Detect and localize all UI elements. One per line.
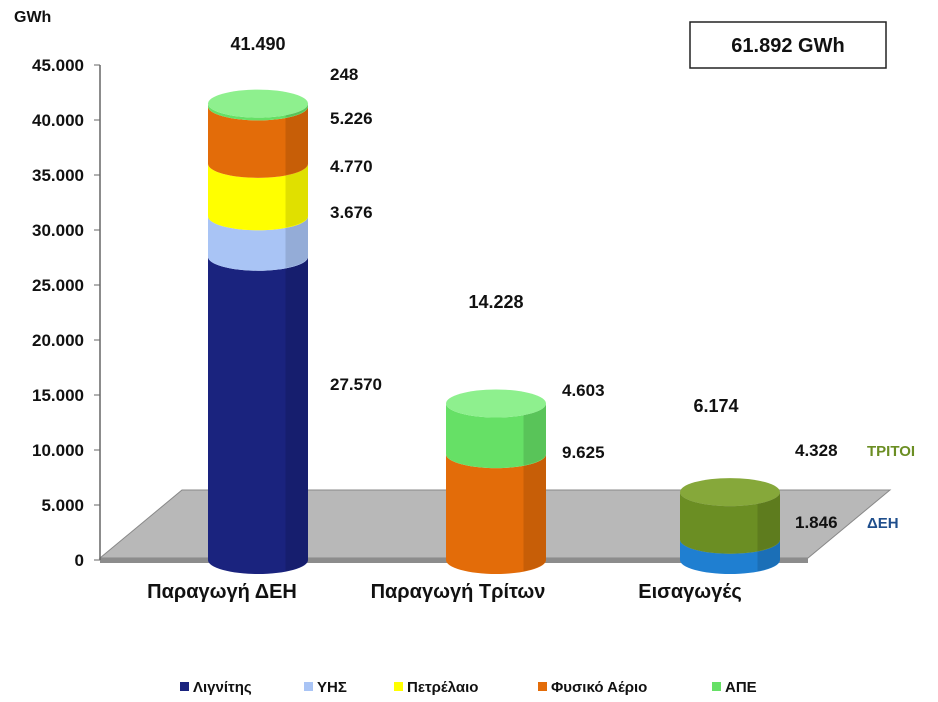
- legend-label: Λιγνίτης: [193, 679, 252, 696]
- bar-total-label: 41.490: [230, 34, 285, 54]
- segment-tag-label: ΔΕΗ: [867, 515, 899, 532]
- segment-value-label: 5.226: [330, 109, 373, 128]
- y-tick-label: 5.000: [41, 496, 84, 515]
- bar-1: [208, 89, 308, 574]
- y-tick-label: 40.000: [32, 111, 84, 130]
- bar-segment: [446, 454, 546, 574]
- bar-segment: [680, 492, 780, 554]
- segment-value-label: 1.846: [795, 513, 838, 532]
- segment-value-label: 27.570: [330, 375, 382, 394]
- y-tick-label: 25.000: [32, 276, 84, 295]
- bar-segment-shade: [757, 492, 780, 551]
- bar-segment-shade: [285, 163, 308, 228]
- y-tick-label: 15.000: [32, 386, 84, 405]
- bar-top-cap: [446, 389, 546, 418]
- bar-segment-shade: [285, 256, 308, 572]
- segment-value-label: 248: [330, 65, 358, 84]
- bars-group: 27.570 3.676 4.770 5.226 248 41.490 9.625 4.603…: [208, 34, 915, 574]
- segment-tag-label: ΤΡΙΤΟΙ: [867, 443, 915, 460]
- legend-swatch: [712, 682, 721, 691]
- bar-top-cap: [680, 478, 780, 507]
- bar-segment: [208, 163, 308, 231]
- legend: Λιγνίτης ΥΗΣ Πετρέλαιο Φυσικό Αέριο ΑΠΕ: [180, 679, 757, 696]
- legend-swatch: [538, 682, 547, 691]
- x-tick-label: Εισαγωγές: [638, 581, 741, 603]
- y-tick-label: 10.000: [32, 441, 84, 460]
- bar-3: [680, 478, 780, 574]
- bar-segment: [446, 403, 546, 469]
- segment-value-label: 4.328: [795, 441, 838, 460]
- bar-2: [446, 389, 546, 574]
- y-tick-label: 45.000: [32, 56, 84, 75]
- bar-segment-shade: [523, 454, 546, 572]
- bar-top-cap: [208, 89, 308, 118]
- legend-label: Φυσικό Αέριο: [551, 679, 647, 696]
- bar-total-label: 6.174: [693, 396, 738, 416]
- segment-value-label: 4.770: [330, 157, 373, 176]
- bar-segment: [208, 216, 308, 271]
- segment-value-label: 4.603: [562, 381, 605, 400]
- bar-segment-shade: [285, 106, 308, 176]
- bar-segment: [208, 106, 308, 178]
- legend-swatch: [394, 682, 403, 691]
- x-tick-label: Παραγωγή Τρίτων: [371, 581, 546, 603]
- y-axis-ticks: 0 5.000 10.000 15.000 20.000 25.000 30.000 35.0…: [32, 56, 100, 570]
- legend-swatch: [180, 682, 189, 691]
- x-axis-labels: Παραγωγή ΔΕΗ Παραγωγή Τρίτων Εισαγωγές: [147, 581, 742, 603]
- y-tick-label: 20.000: [32, 331, 84, 350]
- legend-label: ΥΗΣ: [317, 679, 347, 696]
- x-tick-label: Παραγωγή ΔΕΗ: [147, 581, 297, 603]
- legend-label: Πετρέλαιο: [407, 679, 478, 696]
- y-tick-label: 35.000: [32, 166, 84, 185]
- segment-value-label: 3.676: [330, 203, 373, 222]
- total-box: [689, 21, 887, 69]
- bar-segment-shade: [285, 216, 308, 268]
- y-axis-unit: GWh: [14, 9, 51, 26]
- segment-value-label: 9.625: [562, 443, 605, 462]
- bar-segment: [208, 256, 308, 574]
- bar-segment-shade: [523, 403, 546, 466]
- bar-total-label: 14.228: [468, 292, 523, 312]
- legend-swatch: [304, 682, 313, 691]
- legend-label: ΑΠΕ: [725, 679, 757, 696]
- y-tick-label: 30.000: [32, 221, 84, 240]
- y-tick-label: 0: [75, 551, 84, 570]
- total-box-text: 61.892 GWh: [731, 35, 844, 57]
- bar-segment: [208, 103, 308, 121]
- bar-segment: [680, 539, 780, 574]
